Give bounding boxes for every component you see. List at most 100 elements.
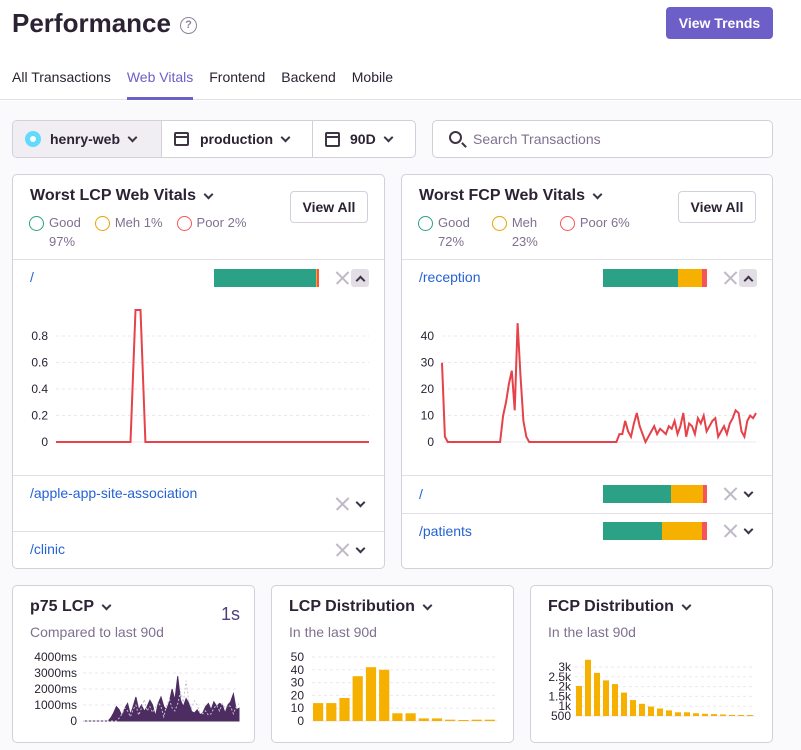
tab-web-vitals[interactable]: Web Vitals xyxy=(126,66,194,100)
transaction-link[interactable]: /clinic xyxy=(30,541,66,557)
divider xyxy=(402,513,772,514)
histogram-bar xyxy=(657,708,663,716)
chevron-down-icon xyxy=(203,189,214,199)
neutral-face-icon xyxy=(94,216,110,231)
y-tick-label: 2.5k xyxy=(548,670,572,684)
expand-button[interactable] xyxy=(351,541,369,559)
environment-selector[interactable]: production xyxy=(162,121,313,157)
histogram-bar xyxy=(458,720,469,721)
vital-good: Good 97% xyxy=(29,213,81,251)
worst-lcp-title[interactable]: Worst LCP Web Vitals xyxy=(30,187,214,205)
histogram-bar xyxy=(702,713,708,717)
histogram-bar xyxy=(576,686,582,716)
histogram-bar xyxy=(603,680,609,716)
chevron-down-icon xyxy=(355,497,365,507)
expand-button[interactable] xyxy=(351,495,369,513)
bar-meh-segment xyxy=(662,522,702,540)
view-trends-button[interactable]: View Trends xyxy=(666,7,773,39)
histogram-bar xyxy=(648,706,654,716)
divider xyxy=(13,259,384,260)
histogram-bar xyxy=(585,659,591,717)
vital-good-label: Good xyxy=(49,215,81,230)
histogram-bar xyxy=(612,684,618,716)
lcp-view-all-button[interactable]: View All xyxy=(290,191,368,223)
histogram-bar xyxy=(738,715,744,716)
divider xyxy=(402,259,772,260)
vital-bar xyxy=(214,269,319,287)
fcp-distribution-title[interactable]: FCP Distribution xyxy=(548,598,692,616)
tab-backend[interactable]: Backend xyxy=(281,69,336,85)
environment-label: production xyxy=(200,131,274,147)
y-tick-label: 1k xyxy=(558,699,572,713)
search-input[interactable] xyxy=(432,120,773,158)
close-icon[interactable] xyxy=(722,270,738,286)
histogram-bar xyxy=(720,714,726,716)
filter-bar: henry-web production 90D xyxy=(12,120,416,158)
transaction-link[interactable]: / xyxy=(30,269,34,285)
project-selector[interactable]: henry-web xyxy=(13,121,162,157)
close-icon[interactable] xyxy=(722,486,738,502)
y-tick-label: 2000ms xyxy=(34,682,77,696)
histogram-bar xyxy=(747,715,753,716)
transaction-link[interactable]: /apple-app-site-association xyxy=(30,485,198,501)
p75-lcp-card: p75 LCP 1s Compared to last 90d 0 1000ms 2… xyxy=(12,585,255,743)
chevron-down-icon xyxy=(743,487,753,497)
close-icon[interactable] xyxy=(334,496,350,512)
y-tick-label: 0.8 xyxy=(31,329,48,343)
y-tick-label: 1.5k xyxy=(548,689,572,703)
y-tick-label: 30 xyxy=(421,356,435,370)
close-icon[interactable] xyxy=(334,270,350,286)
y-tick-label: 3k xyxy=(558,660,572,674)
transaction-link[interactable]: / xyxy=(419,486,423,502)
transaction-link[interactable]: /patients xyxy=(419,523,472,539)
fcp-histogram: 500 1k 1.5k 2k 2.5k 3k xyxy=(531,650,771,730)
histogram-bar xyxy=(471,719,482,721)
p75-lcp-title[interactable]: p75 LCP xyxy=(30,598,112,616)
y-tick-label: 40 xyxy=(291,663,305,677)
vital-good-value: 72% xyxy=(438,234,465,249)
transaction-link[interactable]: /reception xyxy=(419,269,481,285)
vital-poor-value: 2% xyxy=(227,215,247,230)
period-selector[interactable]: 90D xyxy=(313,121,415,157)
expand-button[interactable] xyxy=(739,485,757,503)
tab-all-transactions[interactable]: All Transactions xyxy=(12,69,111,85)
collapse-button[interactable] xyxy=(739,269,757,287)
tab-frontend[interactable]: Frontend xyxy=(209,69,266,85)
worst-fcp-title-text: Worst FCP Web Vitals xyxy=(419,187,585,204)
worst-fcp-title[interactable]: Worst FCP Web Vitals xyxy=(419,187,603,205)
histogram-bar xyxy=(630,700,636,716)
bar-good-segment xyxy=(603,522,663,540)
project-label: henry-web xyxy=(50,131,121,147)
y-tick-label: 20 xyxy=(291,688,305,702)
worst-lcp-title-text: Worst LCP Web Vitals xyxy=(30,187,196,204)
vital-bar xyxy=(603,485,707,503)
chevron-down-icon xyxy=(681,600,692,610)
y-tick-label: 0.4 xyxy=(31,382,48,396)
collapse-button[interactable] xyxy=(351,269,369,287)
histogram-bar xyxy=(352,676,363,721)
series-line xyxy=(441,323,757,445)
lcp-distribution-title-text: LCP Distribution xyxy=(289,598,415,615)
histogram-bar xyxy=(711,714,717,716)
histogram-bar xyxy=(729,714,735,716)
expand-button[interactable] xyxy=(739,522,757,540)
bar-good-segment xyxy=(603,269,678,287)
vital-good-label: Good xyxy=(438,215,470,230)
chevron-down-icon xyxy=(383,132,394,142)
tab-mobile[interactable]: Mobile xyxy=(351,69,394,85)
close-icon[interactable] xyxy=(722,523,738,539)
histogram-bar xyxy=(418,718,429,721)
worst-fcp-card: Worst FCP Web Vitals View All Good 72% Me… xyxy=(401,174,773,569)
close-icon[interactable] xyxy=(334,542,350,558)
fcp-distribution-card: FCP Distribution In the last 90d 500 1k 1.… xyxy=(530,585,773,743)
histogram-bar xyxy=(484,719,495,721)
lcp-distribution-title[interactable]: LCP Distribution xyxy=(289,598,433,616)
bar-meh-segment xyxy=(670,485,703,503)
histogram-bar xyxy=(693,713,699,716)
y-tick-label: 0 xyxy=(427,435,434,449)
frown-icon xyxy=(176,216,192,231)
bar-good-segment xyxy=(214,269,316,287)
fcp-view-all-button[interactable]: View All xyxy=(678,191,756,223)
react-icon xyxy=(25,131,41,147)
help-icon[interactable]: ? xyxy=(180,17,197,34)
